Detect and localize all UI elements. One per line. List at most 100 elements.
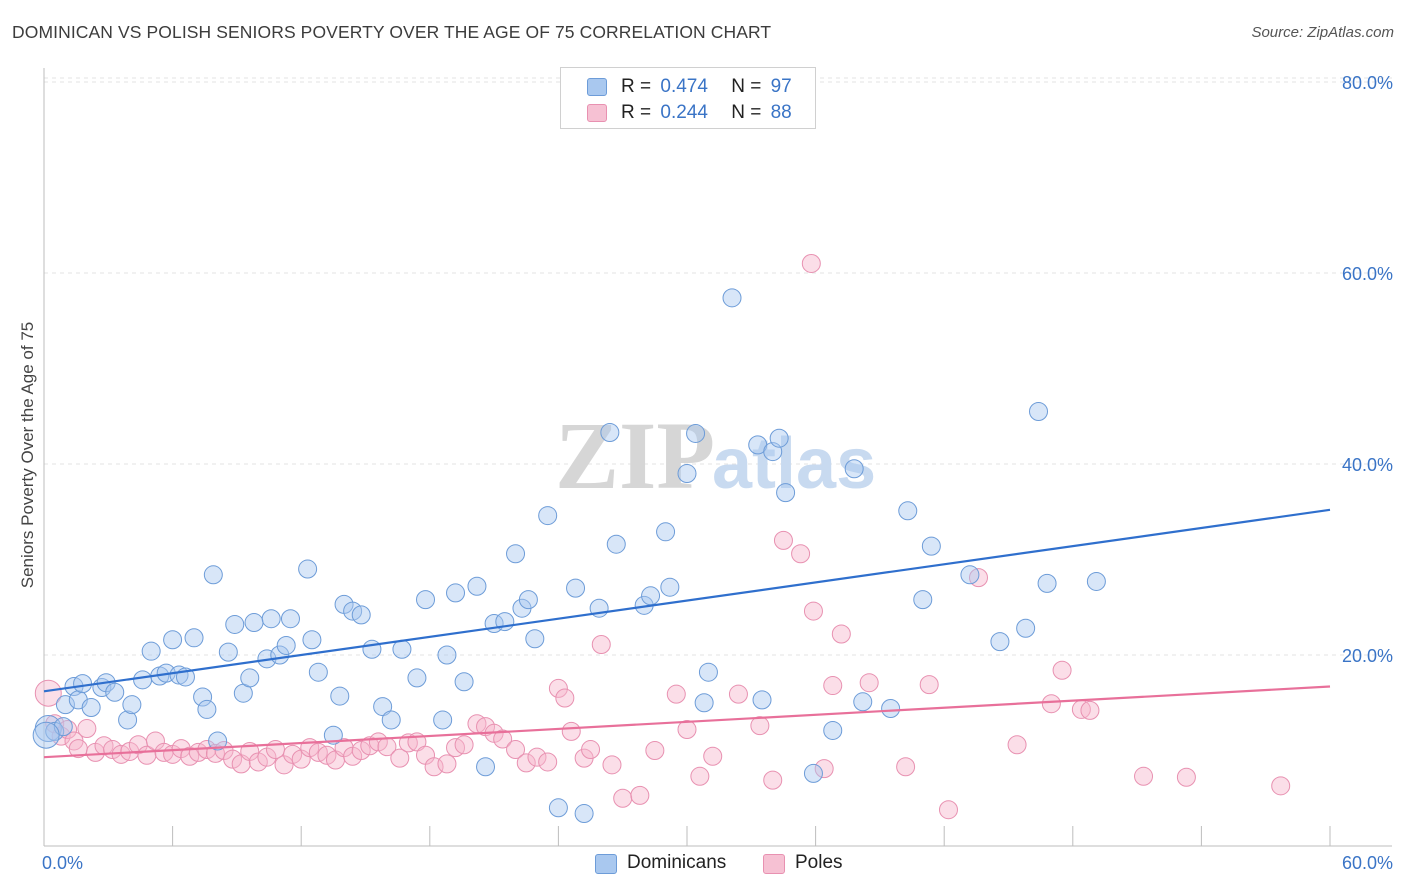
x-tick-label: 0.0%	[42, 853, 83, 873]
dominicans-point	[656, 522, 676, 542]
dominicans-point	[694, 693, 714, 713]
dominicans-point	[362, 639, 382, 659]
poles-point	[791, 544, 811, 564]
poles-point	[823, 676, 843, 696]
poles-point	[803, 601, 823, 621]
bottom-legend-swatch-pink	[763, 854, 785, 874]
dominicans-point	[392, 639, 412, 659]
dominicans-point	[225, 614, 245, 634]
dominicans-point	[566, 578, 586, 598]
dominicans-point	[476, 757, 496, 777]
dominicans-point	[1037, 573, 1057, 593]
poles-point	[728, 684, 748, 704]
trend-lines	[43, 508, 1331, 759]
y-tick-label: 20.0%	[1342, 646, 1393, 666]
poles-point	[1080, 700, 1100, 720]
watermark-zip: ZIP	[555, 402, 715, 509]
poles-point	[801, 253, 821, 273]
dominicans-point	[844, 459, 864, 479]
dominicans-point	[105, 682, 125, 702]
legend-swatch-blue	[587, 78, 607, 96]
dominicans-point	[677, 464, 697, 484]
poles-point	[1052, 660, 1072, 680]
series-dominicans-points	[32, 288, 1106, 824]
y-tick-label: 60.0%	[1342, 264, 1393, 284]
poles-point	[390, 748, 410, 768]
y-tick-label: 80.0%	[1342, 73, 1393, 93]
dominicans-point	[538, 506, 558, 526]
dominicans-point	[446, 583, 466, 603]
poles-point	[506, 740, 526, 760]
poles-point	[454, 735, 474, 755]
dominicans-point	[330, 686, 350, 706]
dominicans-point	[381, 710, 401, 730]
dominicans-point	[454, 672, 474, 692]
dominicans-point	[351, 605, 371, 625]
dominicans-point	[660, 577, 680, 597]
dominicans-point	[133, 670, 153, 690]
dominicans-point	[752, 690, 772, 710]
dominicans-point	[197, 699, 217, 719]
poles-point	[591, 634, 611, 654]
dominicans-point	[323, 725, 343, 745]
dominicans-point	[416, 590, 436, 610]
poles-point	[493, 729, 513, 749]
poles-point	[645, 741, 665, 760]
dominicans-point	[641, 586, 661, 606]
dominicans-point	[32, 721, 60, 749]
legend-r-value: 0.474	[660, 76, 708, 97]
dominicans-point	[193, 687, 213, 707]
dominicans-point	[913, 590, 933, 610]
poles-point	[677, 719, 697, 739]
legend-n-value: 88	[770, 102, 792, 123]
dominicans-point	[548, 798, 568, 818]
dominicans-point	[73, 674, 93, 694]
dominicans-point	[1086, 571, 1106, 591]
poles-point	[690, 766, 710, 786]
dominicans-point	[698, 662, 718, 682]
poles-point	[630, 785, 650, 805]
poles-point	[1007, 735, 1027, 755]
legend-text-poles: R = 0.244 N = 88	[621, 102, 792, 124]
y-tick-label: 40.0%	[1342, 455, 1393, 475]
dominicans-point	[55, 695, 75, 715]
dominicans-point	[853, 692, 873, 712]
dominicans-point	[898, 501, 918, 521]
poles-point	[77, 719, 97, 739]
poles-point	[814, 759, 834, 779]
dominicans-point	[208, 731, 228, 751]
dominicans-point	[302, 630, 322, 650]
poles-point	[750, 716, 770, 736]
dominicans-point	[518, 590, 538, 610]
dominicans-point	[407, 668, 427, 688]
poles-point	[602, 755, 622, 775]
dominicans-point	[600, 422, 620, 442]
poles-point	[34, 679, 62, 707]
dominicans-point	[163, 630, 183, 650]
dominicans-point	[722, 288, 742, 308]
dominicans-point	[803, 763, 823, 783]
dominicans-point	[960, 565, 980, 585]
dominicans-point	[308, 662, 328, 682]
tick-labels: 20.0% 40.0% 60.0% 80.0% 0.0% 60.0%	[42, 73, 1393, 873]
dominicans-point	[298, 559, 318, 579]
dominicans-point	[921, 536, 941, 556]
dominicans-point	[244, 613, 264, 633]
poles-point	[831, 624, 851, 644]
legend-r-label: R =	[621, 76, 652, 97]
poles-point	[1134, 766, 1154, 786]
poles-point	[538, 752, 558, 772]
dominicans-point	[141, 641, 161, 661]
poles-point	[773, 530, 793, 550]
bottom-legend-label: Poles	[795, 852, 843, 873]
bottom-legend-swatch-blue	[595, 854, 617, 874]
dominicans-point	[990, 632, 1010, 652]
poles-point	[317, 745, 337, 765]
legend-swatch-pink	[587, 104, 607, 122]
poles-point	[938, 800, 958, 820]
poles-point	[516, 753, 536, 773]
y-axis-label: Seniors Poverty Over the Age of 75	[18, 321, 37, 589]
poles-point	[561, 721, 581, 741]
poles-point	[248, 752, 268, 772]
